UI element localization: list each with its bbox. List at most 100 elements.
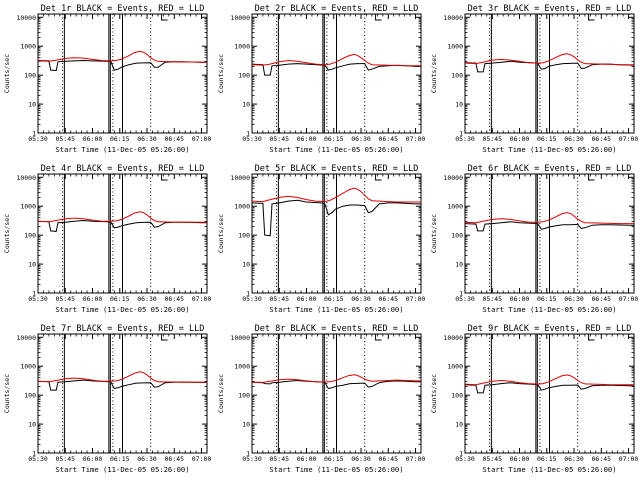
panel-title: Det 5r BLACK = Events, RED = LLD xyxy=(255,164,419,174)
y-tick-label: 10 xyxy=(455,101,463,109)
y-axis-label: Counts/sec xyxy=(217,54,225,93)
x-tick-label: 06:30 xyxy=(351,135,371,143)
x-tick-label: 06:45 xyxy=(165,295,185,303)
x-tick-label: 05:30 xyxy=(455,135,475,143)
lld-series-line xyxy=(251,187,421,203)
y-tick-label: 1000 xyxy=(234,363,250,371)
x-axis-label: Start Time (11-Dec-05 05:26:00) xyxy=(55,145,189,154)
x-tick-label: 06:30 xyxy=(351,295,371,303)
x-tick-label: 06:00 xyxy=(297,135,317,143)
y-tick-label: 1000 xyxy=(447,203,463,211)
x-tick-label: 06:30 xyxy=(564,295,584,303)
x-tick-label: 07:00 xyxy=(619,295,639,303)
y-axis-label: Counts/sec xyxy=(430,374,438,413)
panel-9: Det 9r BLACK = Events, RED = LLD Counts/s… xyxy=(430,324,638,474)
y-tick-label: 10000 xyxy=(230,334,250,342)
panel-5: Det 5r BLACK = Events, RED = LLD Counts/s… xyxy=(217,164,425,314)
x-tick-label: 06:15 xyxy=(110,455,130,463)
lld-series-line xyxy=(464,53,634,66)
y-tick-label: 10000 xyxy=(16,334,36,342)
x-tick-label: 07:00 xyxy=(619,135,639,143)
y-tick-label: 1 xyxy=(246,450,250,458)
x-tick-label: 06:45 xyxy=(165,455,185,463)
panel-title: Det 7r BLACK = Events, RED = LLD xyxy=(41,324,205,334)
x-axis-label: Start Time (11-Dec-05 05:26:00) xyxy=(269,465,403,474)
x-tick-label: 05:45 xyxy=(482,295,502,303)
x-tick-label: 06:00 xyxy=(510,295,530,303)
panel-1: Det 1r BLACK = Events, RED = LLD Counts/s… xyxy=(3,4,211,154)
y-tick-label: 10000 xyxy=(16,174,36,182)
x-axis-label: Start Time (11-Dec-05 05:26:00) xyxy=(269,305,403,314)
x-tick-label: 06:15 xyxy=(324,135,344,143)
panel-title: Det 8r BLACK = Events, RED = LLD xyxy=(255,324,419,334)
x-tick-label: 06:30 xyxy=(137,455,157,463)
top-flag-marker xyxy=(375,174,382,181)
x-tick-label: 06:45 xyxy=(379,295,399,303)
x-tick-label: 07:00 xyxy=(192,135,212,143)
panel-title: Det 3r BLACK = Events, RED = LLD xyxy=(468,4,632,14)
y-tick-label: 1 xyxy=(246,290,250,298)
y-axis-label: Counts/sec xyxy=(3,374,11,413)
y-tick-label: 100 xyxy=(451,232,463,240)
top-flag-marker xyxy=(588,14,595,21)
x-tick-label: 06:45 xyxy=(379,135,399,143)
top-flag-marker xyxy=(161,174,168,181)
y-tick-label: 1000 xyxy=(447,363,463,371)
x-axis-label: Start Time (11-Dec-05 05:26:00) xyxy=(482,145,616,154)
x-axis-label: Start Time (11-Dec-05 05:26:00) xyxy=(482,465,616,474)
lld-series-line xyxy=(37,371,207,383)
y-tick-label: 10000 xyxy=(443,334,463,342)
x-tick-label: 06:00 xyxy=(510,455,530,463)
y-axis-label: Counts/sec xyxy=(3,214,11,253)
y-tick-label: 100 xyxy=(451,72,463,80)
y-tick-label: 10000 xyxy=(443,14,463,22)
x-tick-label: 06:45 xyxy=(592,135,612,143)
x-tick-label: 05:45 xyxy=(269,455,289,463)
x-tick-label: 06:45 xyxy=(379,455,399,463)
y-tick-label: 10000 xyxy=(16,14,36,22)
x-tick-label: 07:00 xyxy=(406,135,426,143)
y-tick-label: 10 xyxy=(28,421,36,429)
y-axis-label: Counts/sec xyxy=(430,54,438,93)
y-tick-label: 1000 xyxy=(447,43,463,51)
events-series-line xyxy=(464,221,634,232)
x-tick-label: 07:00 xyxy=(192,455,212,463)
x-tick-label: 06:15 xyxy=(324,295,344,303)
y-tick-label: 10 xyxy=(28,261,36,269)
x-tick-label: 05:45 xyxy=(482,455,502,463)
x-tick-label: 05:45 xyxy=(269,135,289,143)
x-tick-label: 07:00 xyxy=(406,295,426,303)
y-tick-label: 1 xyxy=(459,130,463,138)
y-tick-label: 10000 xyxy=(230,174,250,182)
y-axis-label: Counts/sec xyxy=(217,374,225,413)
top-flag-marker xyxy=(375,334,382,341)
y-tick-label: 1000 xyxy=(20,203,36,211)
x-tick-label: 05:30 xyxy=(455,455,475,463)
x-axis-label: Start Time (11-Dec-05 05:26:00) xyxy=(269,145,403,154)
panel-8: Det 8r BLACK = Events, RED = LLD Counts/s… xyxy=(217,324,425,474)
y-tick-label: 1000 xyxy=(20,43,36,51)
x-tick-label: 06:45 xyxy=(592,295,612,303)
y-axis-label: Counts/sec xyxy=(217,214,225,253)
y-tick-label: 100 xyxy=(24,392,36,400)
x-tick-label: 06:15 xyxy=(110,135,130,143)
x-axis-label: Start Time (11-Dec-05 05:26:00) xyxy=(55,305,189,314)
lld-series-line xyxy=(251,374,421,383)
y-tick-label: 100 xyxy=(238,72,250,80)
x-tick-label: 05:30 xyxy=(28,135,48,143)
panel-2: Det 2r BLACK = Events, RED = LLD Counts/s… xyxy=(217,4,425,154)
y-tick-label: 1 xyxy=(459,290,463,298)
x-tick-label: 06:30 xyxy=(564,135,584,143)
lld-series-line xyxy=(251,53,421,67)
x-tick-label: 05:30 xyxy=(28,455,48,463)
panel-title: Det 9r BLACK = Events, RED = LLD xyxy=(468,324,632,334)
y-tick-label: 10 xyxy=(455,421,463,429)
top-flag-marker xyxy=(588,174,595,181)
x-tick-label: 05:30 xyxy=(28,295,48,303)
x-tick-label: 06:45 xyxy=(165,135,185,143)
top-flag-marker xyxy=(161,14,168,21)
x-tick-label: 06:00 xyxy=(83,455,103,463)
y-tick-label: 10 xyxy=(28,101,36,109)
x-tick-label: 06:30 xyxy=(564,455,584,463)
